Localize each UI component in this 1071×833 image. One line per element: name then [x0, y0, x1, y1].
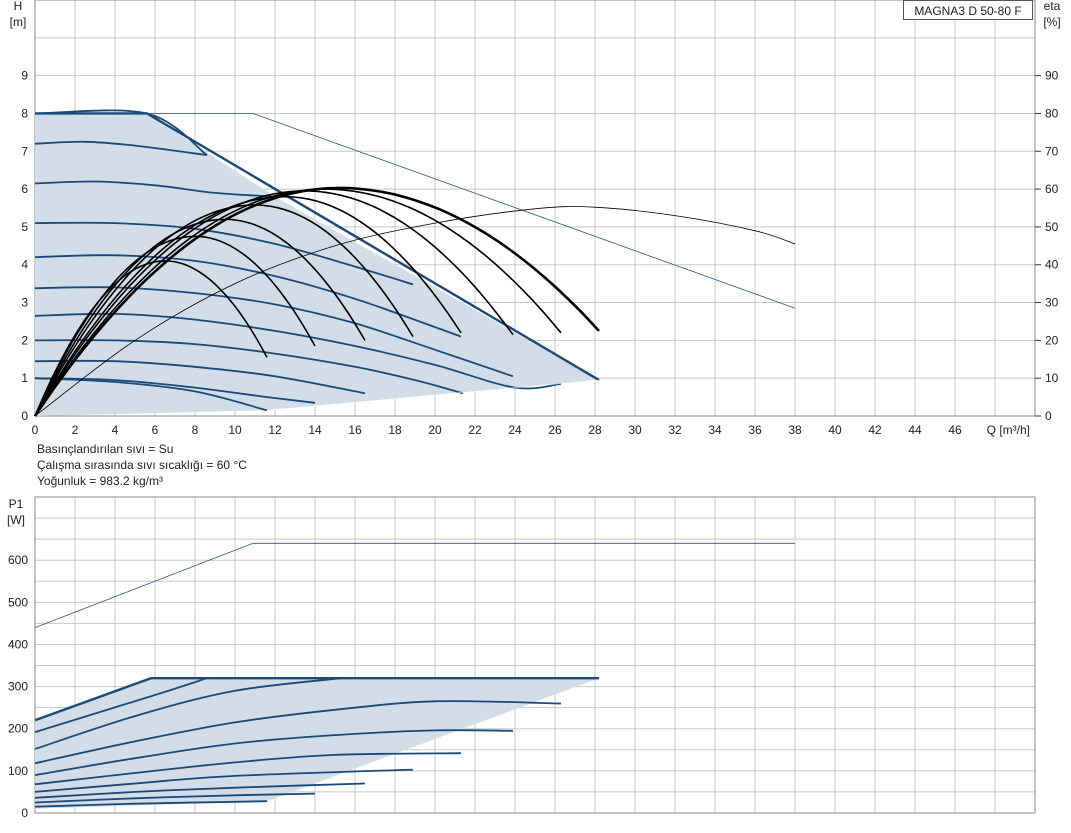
efficiency-curve [34, 190, 514, 417]
x-tick-label: 26 [548, 423, 562, 437]
y-tick-label: 200 [8, 722, 28, 736]
head-speed-curve [34, 359, 366, 395]
density-note: Yoğunluk = 983.2 kg/m³ [37, 474, 163, 488]
y2-tick-label: 30 [1045, 296, 1059, 310]
x-tick-label: 46 [948, 423, 962, 437]
x-tick-label: 18 [388, 423, 402, 437]
y-tick-label: 7 [21, 144, 28, 158]
head-speed-curve [34, 180, 276, 198]
y-tick-label: 600 [8, 553, 28, 567]
x-tick-label: 40 [828, 423, 842, 437]
power-speed-curve [34, 700, 562, 765]
y-tick-label: 2 [21, 333, 28, 347]
y-tick-label: 8 [21, 106, 28, 120]
power-curves [34, 542, 795, 808]
y2-tick-label: 10 [1045, 371, 1059, 385]
power-axis-label: P1 [9, 497, 24, 511]
y-tick-label: 400 [8, 637, 28, 651]
power-chart-axes: 0 100 200 300 400 500 600 P1 [W] [7, 497, 28, 820]
head-chart-axes: 0 2 4 6 8 10 12 14 16 18 20 22 24 26 28 30 32 34 36 38 40 42 4… [10, 0, 1061, 437]
power-speed-curve [34, 752, 462, 786]
x-axis-label: Q [m³/h] [987, 423, 1030, 437]
y2-tick-label: 20 [1045, 333, 1059, 347]
y-tick-label: 9 [21, 69, 28, 83]
y2-axis-label: eta [1044, 0, 1061, 13]
power-speed-curve [34, 677, 208, 733]
x-tick-label: 24 [508, 423, 522, 437]
y-tick-label: 4 [21, 258, 28, 272]
head-speed-curves [34, 109, 796, 412]
head-speed-curve [34, 312, 562, 390]
x-tick-label: 34 [708, 423, 722, 437]
x-tick-label: 28 [588, 423, 602, 437]
power-speed-curve [34, 792, 316, 804]
model-label: MAGNA3 D 50-80 F [903, 0, 1033, 20]
x-tick-label: 42 [868, 423, 882, 437]
y-tick-label: 5 [21, 220, 28, 234]
x-tick-label: 10 [228, 423, 242, 437]
x-tick-label: 0 [32, 423, 39, 437]
head-speed-curve [34, 221, 414, 286]
x-tick-label: 12 [268, 423, 282, 437]
x-tick-label: 30 [628, 423, 642, 437]
x-tick-label: 4 [112, 423, 119, 437]
fluid-note: Basınçlandırılan sıvı = Su [37, 442, 174, 456]
x-tick-label: 16 [348, 423, 362, 437]
head-speed-curve [34, 377, 316, 404]
x-tick-label: 2 [72, 423, 79, 437]
y2-tick-label: 70 [1045, 144, 1059, 158]
x-tick-label: 14 [308, 423, 322, 437]
power-area-fill [35, 678, 599, 809]
x-tick-label: 38 [788, 423, 802, 437]
y2-tick-label: 50 [1045, 220, 1059, 234]
power-speed-curve [34, 800, 268, 808]
power-speed-curve [34, 782, 366, 799]
power-operating-area [35, 678, 599, 809]
power-speed-curve [34, 677, 342, 750]
head-speed-curve [34, 254, 462, 338]
y-axis-unit: [m] [10, 15, 27, 29]
power-speed-curve [34, 677, 599, 722]
y-tick-label: 500 [8, 595, 28, 609]
head-speed-curve [34, 140, 208, 156]
y2-axis-unit: [%] [1043, 15, 1060, 29]
y2-tick-label: 0 [1045, 409, 1052, 423]
x-tick-label: 6 [152, 423, 159, 437]
x-tick-label: 22 [468, 423, 482, 437]
y-tick-label: 100 [8, 764, 28, 778]
efficiency-curves [33, 186, 796, 417]
power-plot-frame [34, 496, 1036, 814]
y2-tick-label: 60 [1045, 182, 1059, 196]
y2-tick-label: 40 [1045, 258, 1059, 272]
head-max-boundary [35, 112, 600, 382]
y-tick-label: 0 [21, 409, 28, 423]
efficiency-curve [33, 186, 600, 417]
x-tick-label: 8 [192, 423, 199, 437]
head-area-fill [35, 113, 599, 416]
head-min-boundary [266, 379, 600, 411]
y-tick-label: 300 [8, 680, 28, 694]
power-speed-curve [34, 768, 414, 793]
y-tick-label: 1 [21, 371, 28, 385]
x-tick-label: 36 [748, 423, 762, 437]
head-speed-curve [34, 286, 514, 378]
temperature-note: Çalışma sırasında sıvı sıcaklığı = 60 °C [37, 458, 247, 472]
max-power-curve [34, 542, 795, 628]
head-speed-curve [34, 339, 464, 395]
y-tick-label: 6 [21, 182, 28, 196]
y2-tick-label: 90 [1045, 69, 1059, 83]
power-speed-curve [34, 729, 514, 776]
y-tick-label: 0 [21, 806, 28, 820]
x-tick-label: 44 [908, 423, 922, 437]
y-tick-label: 3 [21, 296, 28, 310]
power-axis-unit: [W] [7, 513, 25, 527]
y-axis-label: H [14, 0, 23, 13]
head-operating-area [35, 113, 599, 416]
head-speed-curve [34, 377, 268, 412]
x-tick-label: 32 [668, 423, 682, 437]
y2-tick-label: 80 [1045, 106, 1059, 120]
efficiency-curve [34, 260, 268, 417]
x-tick-label: 20 [428, 423, 442, 437]
